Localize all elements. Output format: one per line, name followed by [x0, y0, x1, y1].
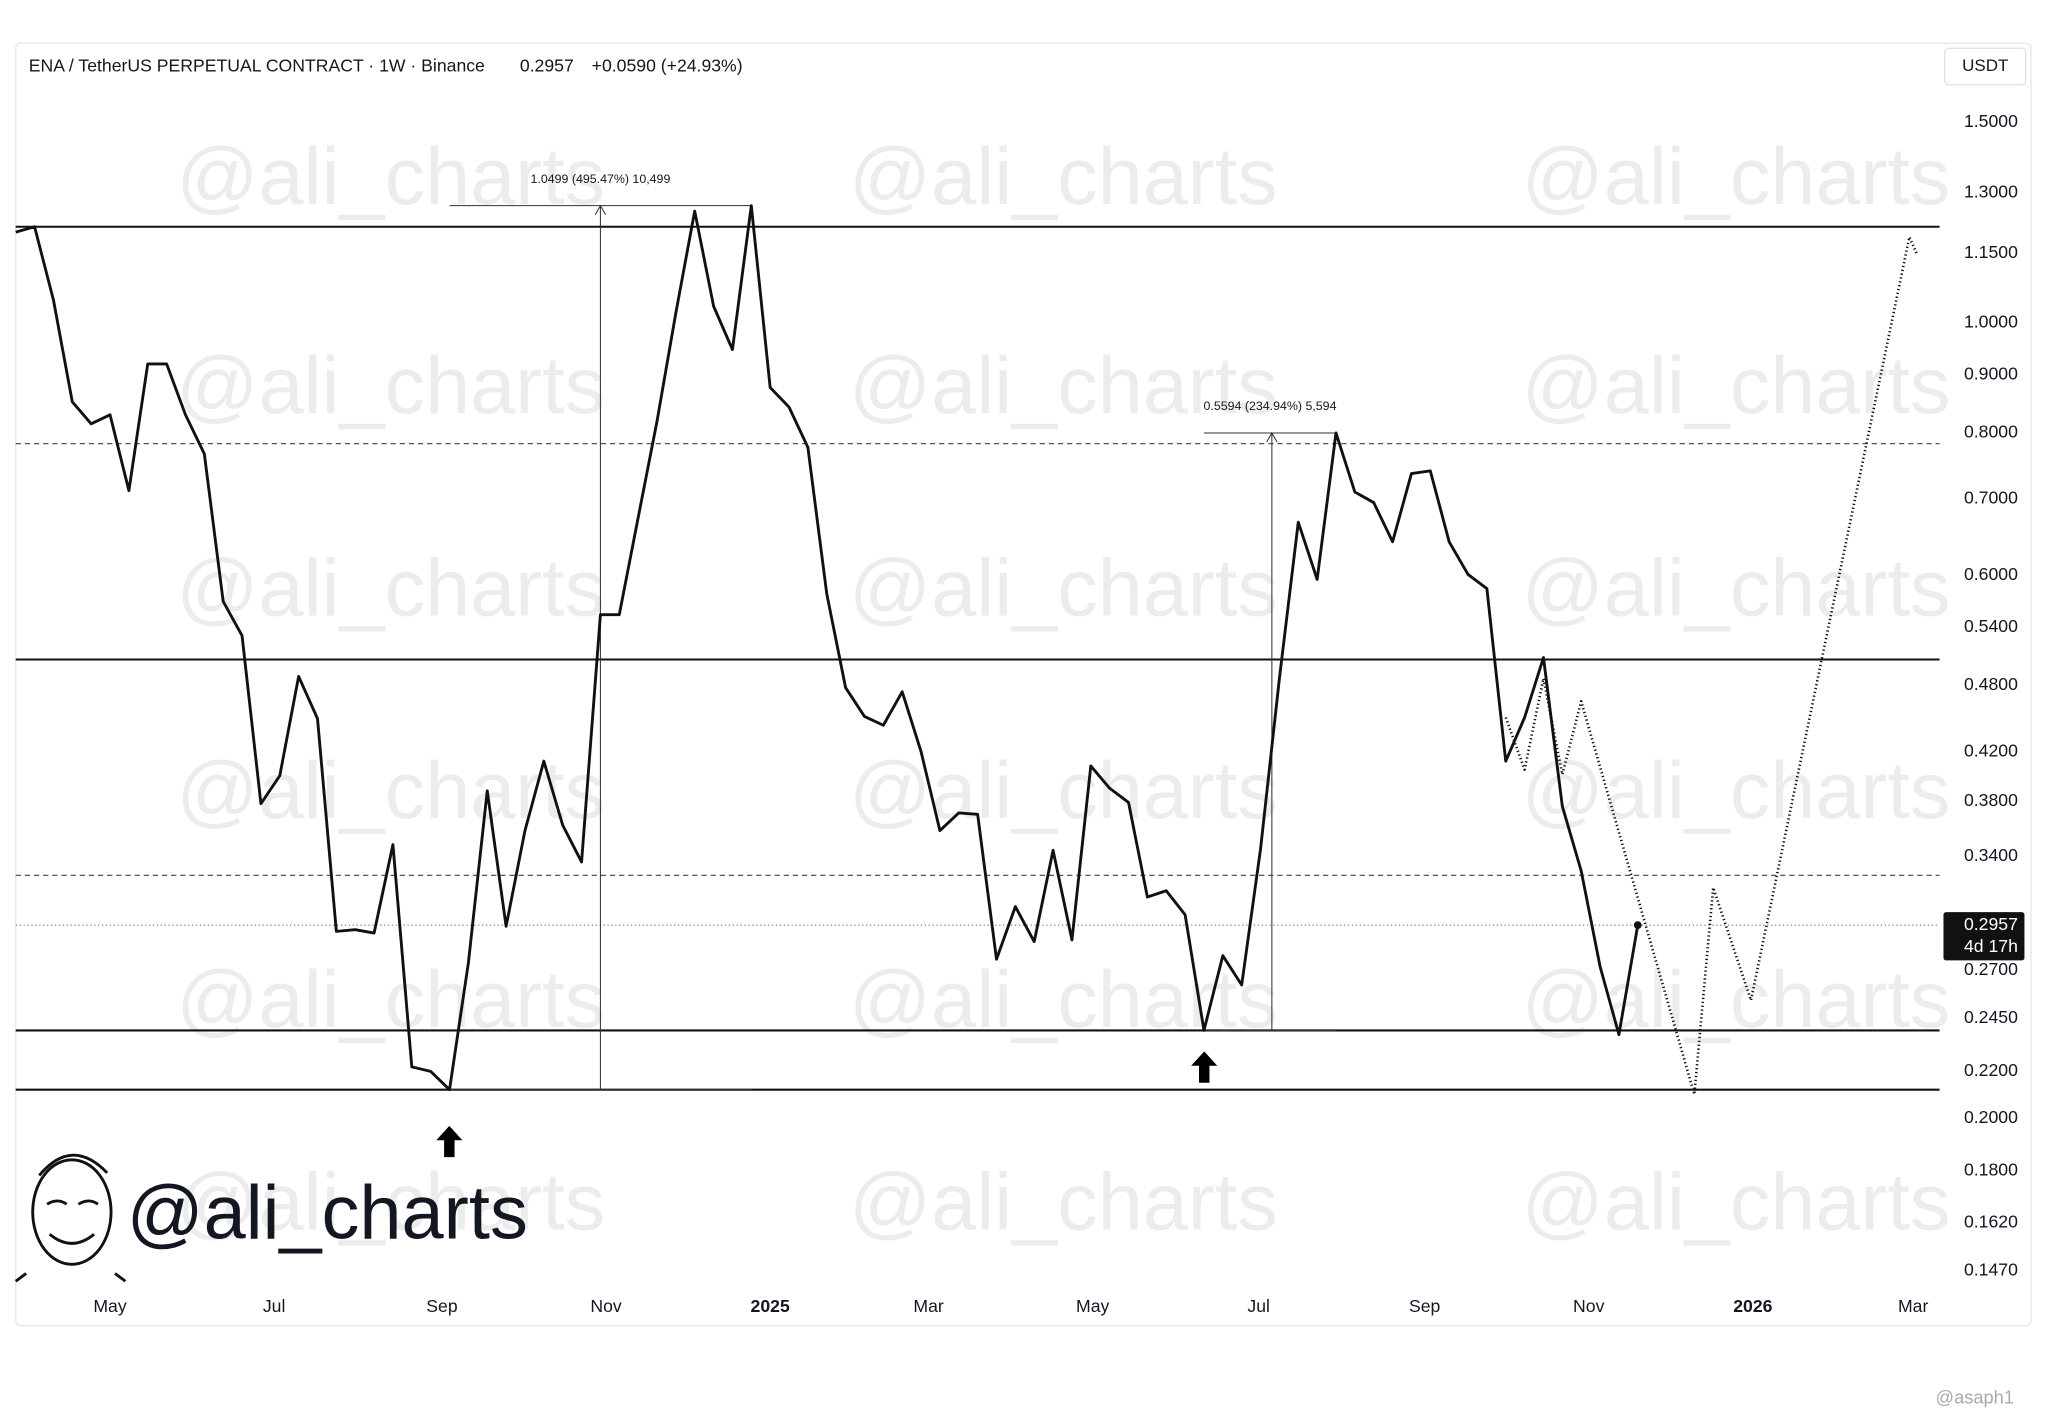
currency-box[interactable] — [1944, 47, 2027, 86]
faint-watermark: @ali_charts — [176, 955, 605, 1045]
faint-watermark: @ali_charts — [849, 955, 1278, 1045]
y-tick-label: 1.0000 — [1964, 311, 2018, 331]
faint-watermark: @ali_charts — [1522, 132, 1951, 222]
y-tick-label: 0.2700 — [1964, 959, 2018, 979]
y-tick-label: 0.2450 — [1964, 1007, 2018, 1027]
faint-watermark: @ali_charts — [176, 544, 605, 634]
measure-label: 1.0499 (495.47%) 10,499 — [530, 172, 670, 186]
x-tick-label: Mar — [1898, 1296, 1928, 1316]
x-tick-label: Jul — [1247, 1296, 1270, 1316]
faint-watermark: @ali_charts — [176, 1158, 605, 1248]
credit: @asaph1 — [1936, 1387, 2014, 1408]
faint-watermark: @ali_charts — [1522, 746, 1951, 836]
faint-watermark: @ali_charts — [1522, 955, 1951, 1045]
countdown: 4d 17h — [1964, 936, 2018, 956]
y-tick-label: 0.1620 — [1964, 1211, 2018, 1231]
y-tick-label: 0.6000 — [1964, 564, 2018, 584]
faint-watermark: @ali_charts — [176, 132, 605, 222]
faint-watermark: @ali_charts — [849, 544, 1278, 634]
y-tick-label: 0.3800 — [1964, 790, 2018, 810]
y-tick-label: 0.5400 — [1964, 616, 2018, 636]
y-tick-label: 0.1800 — [1964, 1159, 2018, 1179]
x-tick-label: Sep — [1409, 1296, 1441, 1316]
chart-frame — [15, 42, 2032, 1327]
faint-watermark: @ali_charts — [849, 132, 1278, 222]
y-tick-label: 0.2000 — [1964, 1107, 2018, 1127]
price-line-series — [15, 204, 1640, 1092]
faint-watermark: @ali_charts — [1522, 341, 1951, 431]
x-tick-label: Mar — [913, 1296, 943, 1316]
price-change: +0.0590 (+24.93%) — [592, 55, 743, 75]
x-tick-label: May — [93, 1296, 126, 1316]
up-arrow — [436, 1125, 463, 1158]
measure-label: 0.5594 (234.94%) 5,594 — [1203, 399, 1336, 413]
x-tick-label: Jul — [263, 1296, 286, 1316]
up-arrow — [1191, 1051, 1218, 1083]
y-tick-label: 1.3000 — [1964, 182, 2018, 202]
last-price: 0.2957 — [520, 55, 574, 75]
last-point — [1633, 921, 1642, 930]
x-tick-label: 2026 — [1733, 1296, 1772, 1316]
faint-watermark: @ali_charts — [849, 341, 1278, 431]
faint-watermark: @ali_charts — [1522, 544, 1951, 634]
y-tick-label: 0.7000 — [1964, 488, 2018, 508]
y-tick-label: 0.4200 — [1964, 740, 2018, 760]
logo-face — [14, 1153, 127, 1283]
faint-watermark: @ali_charts — [176, 341, 605, 431]
y-tick-label: 0.8000 — [1964, 422, 2018, 442]
price-label-box — [1943, 912, 2025, 961]
price-label: 0.2957 — [1964, 914, 2018, 934]
y-tick-label: 0.1470 — [1964, 1259, 2018, 1279]
y-tick-label: 0.4800 — [1964, 674, 2018, 694]
brand-watermark: @ali_charts — [127, 1171, 528, 1256]
faint-watermark: @ali_charts — [849, 1158, 1278, 1248]
y-tick-label: 1.1500 — [1964, 242, 2018, 262]
x-tick-label: Nov — [590, 1296, 622, 1316]
y-tick-label: 1.5000 — [1964, 111, 2018, 131]
y-tick-label: 0.9000 — [1964, 363, 2018, 383]
x-tick-label: Nov — [1573, 1296, 1605, 1316]
faint-watermark: @ali_charts — [1522, 1158, 1951, 1248]
x-tick-label: Sep — [426, 1296, 458, 1316]
chart-title: ENA / TetherUS PERPETUAL CONTRACT · 1W ·… — [29, 55, 485, 75]
x-tick-label: May — [1076, 1296, 1109, 1316]
y-tick-label: 0.3400 — [1964, 845, 2018, 865]
y-tick-label: 0.2200 — [1964, 1060, 2018, 1080]
x-tick-label: 2025 — [751, 1296, 790, 1316]
faint-watermark: @ali_charts — [176, 746, 605, 836]
projection-line — [1504, 235, 1919, 1096]
faint-watermark: @ali_charts — [849, 746, 1278, 836]
currency: USDT — [1962, 56, 2008, 75]
